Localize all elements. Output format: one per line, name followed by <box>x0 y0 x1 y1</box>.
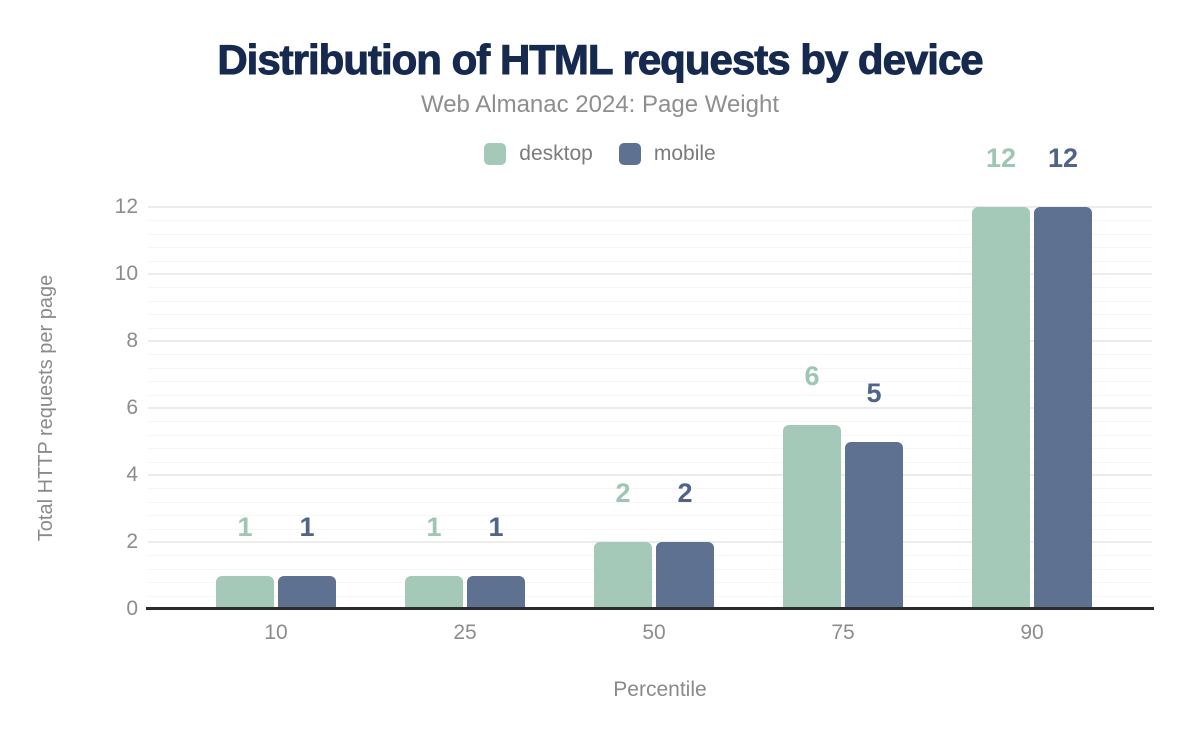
minor-gridline <box>148 300 1152 302</box>
major-gridline <box>148 273 1152 275</box>
bar-mobile-p90[interactable] <box>1034 207 1092 609</box>
legend: desktop mobile <box>0 142 1200 166</box>
bar-value-desktop-p75: 6 <box>804 360 820 391</box>
minor-gridline <box>148 461 1152 463</box>
bar-mobile-p10[interactable] <box>278 575 336 609</box>
bar-desktop-p90[interactable] <box>972 207 1030 609</box>
bar-value-desktop-p25: 1 <box>426 511 442 542</box>
major-gridline <box>148 340 1152 342</box>
bar-desktop-p10[interactable] <box>216 575 274 609</box>
major-gridline <box>148 206 1152 208</box>
y-tick-label-6: 6 <box>126 396 138 419</box>
major-gridline <box>148 407 1152 409</box>
legend-label-desktop: desktop <box>519 142 593 165</box>
minor-gridline <box>148 314 1152 316</box>
bar-desktop-p50[interactable] <box>594 542 652 609</box>
bar-mobile-p75[interactable] <box>845 441 903 609</box>
minor-gridline <box>148 488 1152 490</box>
minor-gridline <box>148 448 1152 450</box>
minor-gridline <box>148 327 1152 329</box>
minor-gridline <box>148 515 1152 517</box>
minor-gridline <box>148 394 1152 396</box>
y-axis-title: Total HTTP requests per page <box>35 274 57 542</box>
bar-value-mobile-p90: 12 <box>1047 143 1079 173</box>
y-tick-label-2: 2 <box>126 530 138 553</box>
major-gridline <box>148 474 1152 476</box>
y-tick-label-0: 0 <box>126 597 138 620</box>
minor-gridline <box>148 528 1152 530</box>
legend-item-mobile[interactable]: mobile <box>618 142 716 166</box>
legend-swatch-mobile <box>618 143 641 165</box>
minor-gridline <box>148 287 1152 289</box>
x-tick-label-90: 90 <box>1020 621 1044 644</box>
bar-value-mobile-p75: 5 <box>866 377 882 408</box>
x-axis-title: Percentile <box>613 678 707 701</box>
minor-gridline <box>148 501 1152 503</box>
minor-gridline <box>148 381 1152 383</box>
x-tick-label-50: 50 <box>642 621 666 644</box>
minor-gridline <box>148 421 1152 423</box>
y-tick-label-4: 4 <box>126 463 138 486</box>
minor-gridline <box>148 233 1152 235</box>
x-tick-label-75: 75 <box>831 621 855 644</box>
x-axis-line <box>146 607 1154 610</box>
bar-value-mobile-p25: 1 <box>488 511 504 542</box>
bar-value-desktop-p90: 12 <box>985 143 1017 173</box>
plot-area: 1 1 1 1 2 2 6 5 12 12 <box>148 145 1152 609</box>
bar-desktop-p25[interactable] <box>405 575 463 609</box>
y-tick-label-10: 10 <box>114 262 138 285</box>
minor-gridline <box>148 354 1152 356</box>
legend-swatch-desktop <box>484 143 507 165</box>
y-tick-label-12: 12 <box>114 195 138 218</box>
chart-title: Distribution of HTML requests by device <box>217 36 984 84</box>
bar-value-desktop-p50: 2 <box>615 478 631 508</box>
minor-gridline <box>148 220 1152 222</box>
chart-subtitle: Web Almanac 2024: Page Weight <box>420 91 779 118</box>
bar-mobile-p50[interactable] <box>656 542 714 609</box>
y-tick-label-8: 8 <box>126 329 138 352</box>
minor-gridline <box>148 434 1152 436</box>
legend-label-mobile: mobile <box>653 142 716 165</box>
bar-value-desktop-p10: 1 <box>237 511 253 542</box>
minor-gridline <box>148 260 1152 262</box>
x-tick-label-10: 10 <box>264 621 288 644</box>
minor-gridline <box>148 367 1152 369</box>
major-gridline <box>148 541 1152 543</box>
x-tick-label-25: 25 <box>453 621 477 644</box>
legend-item-desktop[interactable]: desktop <box>484 142 593 166</box>
bar-value-mobile-p50: 2 <box>677 478 693 508</box>
bar-value-mobile-p10: 1 <box>299 511 315 542</box>
minor-gridline <box>148 247 1152 249</box>
bar-mobile-p25[interactable] <box>467 575 525 609</box>
bar-desktop-p75[interactable] <box>783 424 841 609</box>
